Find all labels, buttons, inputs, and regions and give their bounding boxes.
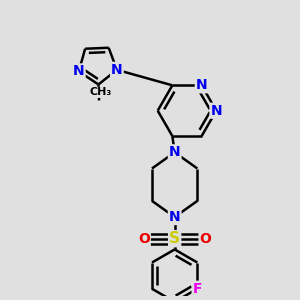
Text: N: N [211, 104, 222, 118]
Text: N: N [73, 64, 85, 78]
Text: N: N [169, 210, 181, 224]
Text: S: S [169, 231, 180, 246]
Text: N: N [111, 63, 123, 77]
Text: N: N [169, 145, 181, 159]
Text: CH₃: CH₃ [89, 87, 112, 98]
Text: O: O [138, 232, 150, 246]
Text: F: F [193, 282, 202, 296]
Text: O: O [200, 232, 211, 246]
Text: N: N [196, 78, 208, 92]
